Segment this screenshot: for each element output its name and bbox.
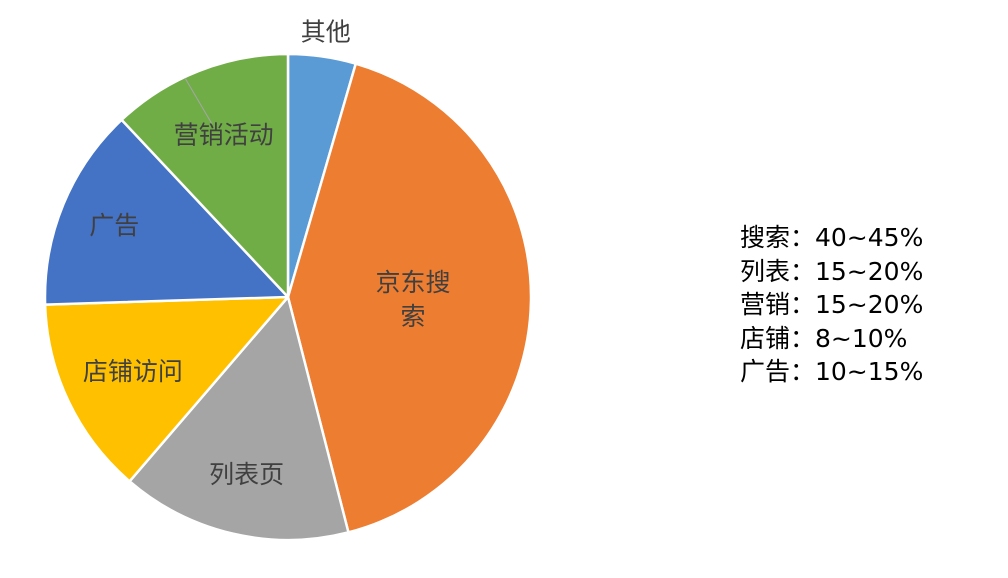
pie-slice — [286, 62, 533, 534]
slice-label: 广告 — [89, 211, 139, 240]
pie-leader-lines — [184, 77, 213, 125]
percentage-legend: 搜索：40~45% 列表：15~20% 营销：15~20% 店铺：8~10% 广… — [740, 221, 923, 389]
legend-item-marketing: 营销：15~20% — [740, 290, 924, 319]
pie-slice — [43, 295, 290, 483]
slice-label: 京东搜索 — [375, 268, 450, 331]
pie-slices — [43, 52, 533, 542]
legend-item-ads: 广告：10~15% — [740, 357, 924, 386]
legend-item-search: 搜索：40~45% — [740, 223, 924, 252]
pie-slice — [120, 52, 290, 299]
pie-slice — [128, 295, 350, 542]
pie-slice — [43, 118, 290, 306]
slice-label: 列表页 — [209, 460, 284, 489]
legend-item-list: 列表：15~20% — [740, 256, 924, 286]
legend-item-store: 店铺：8~10% — [740, 323, 908, 353]
slice-label: 店铺访问 — [83, 357, 183, 386]
slice-label: 营销活动 — [174, 120, 274, 149]
label-leader-line — [184, 77, 213, 125]
slice-label: 其他 — [301, 18, 351, 47]
